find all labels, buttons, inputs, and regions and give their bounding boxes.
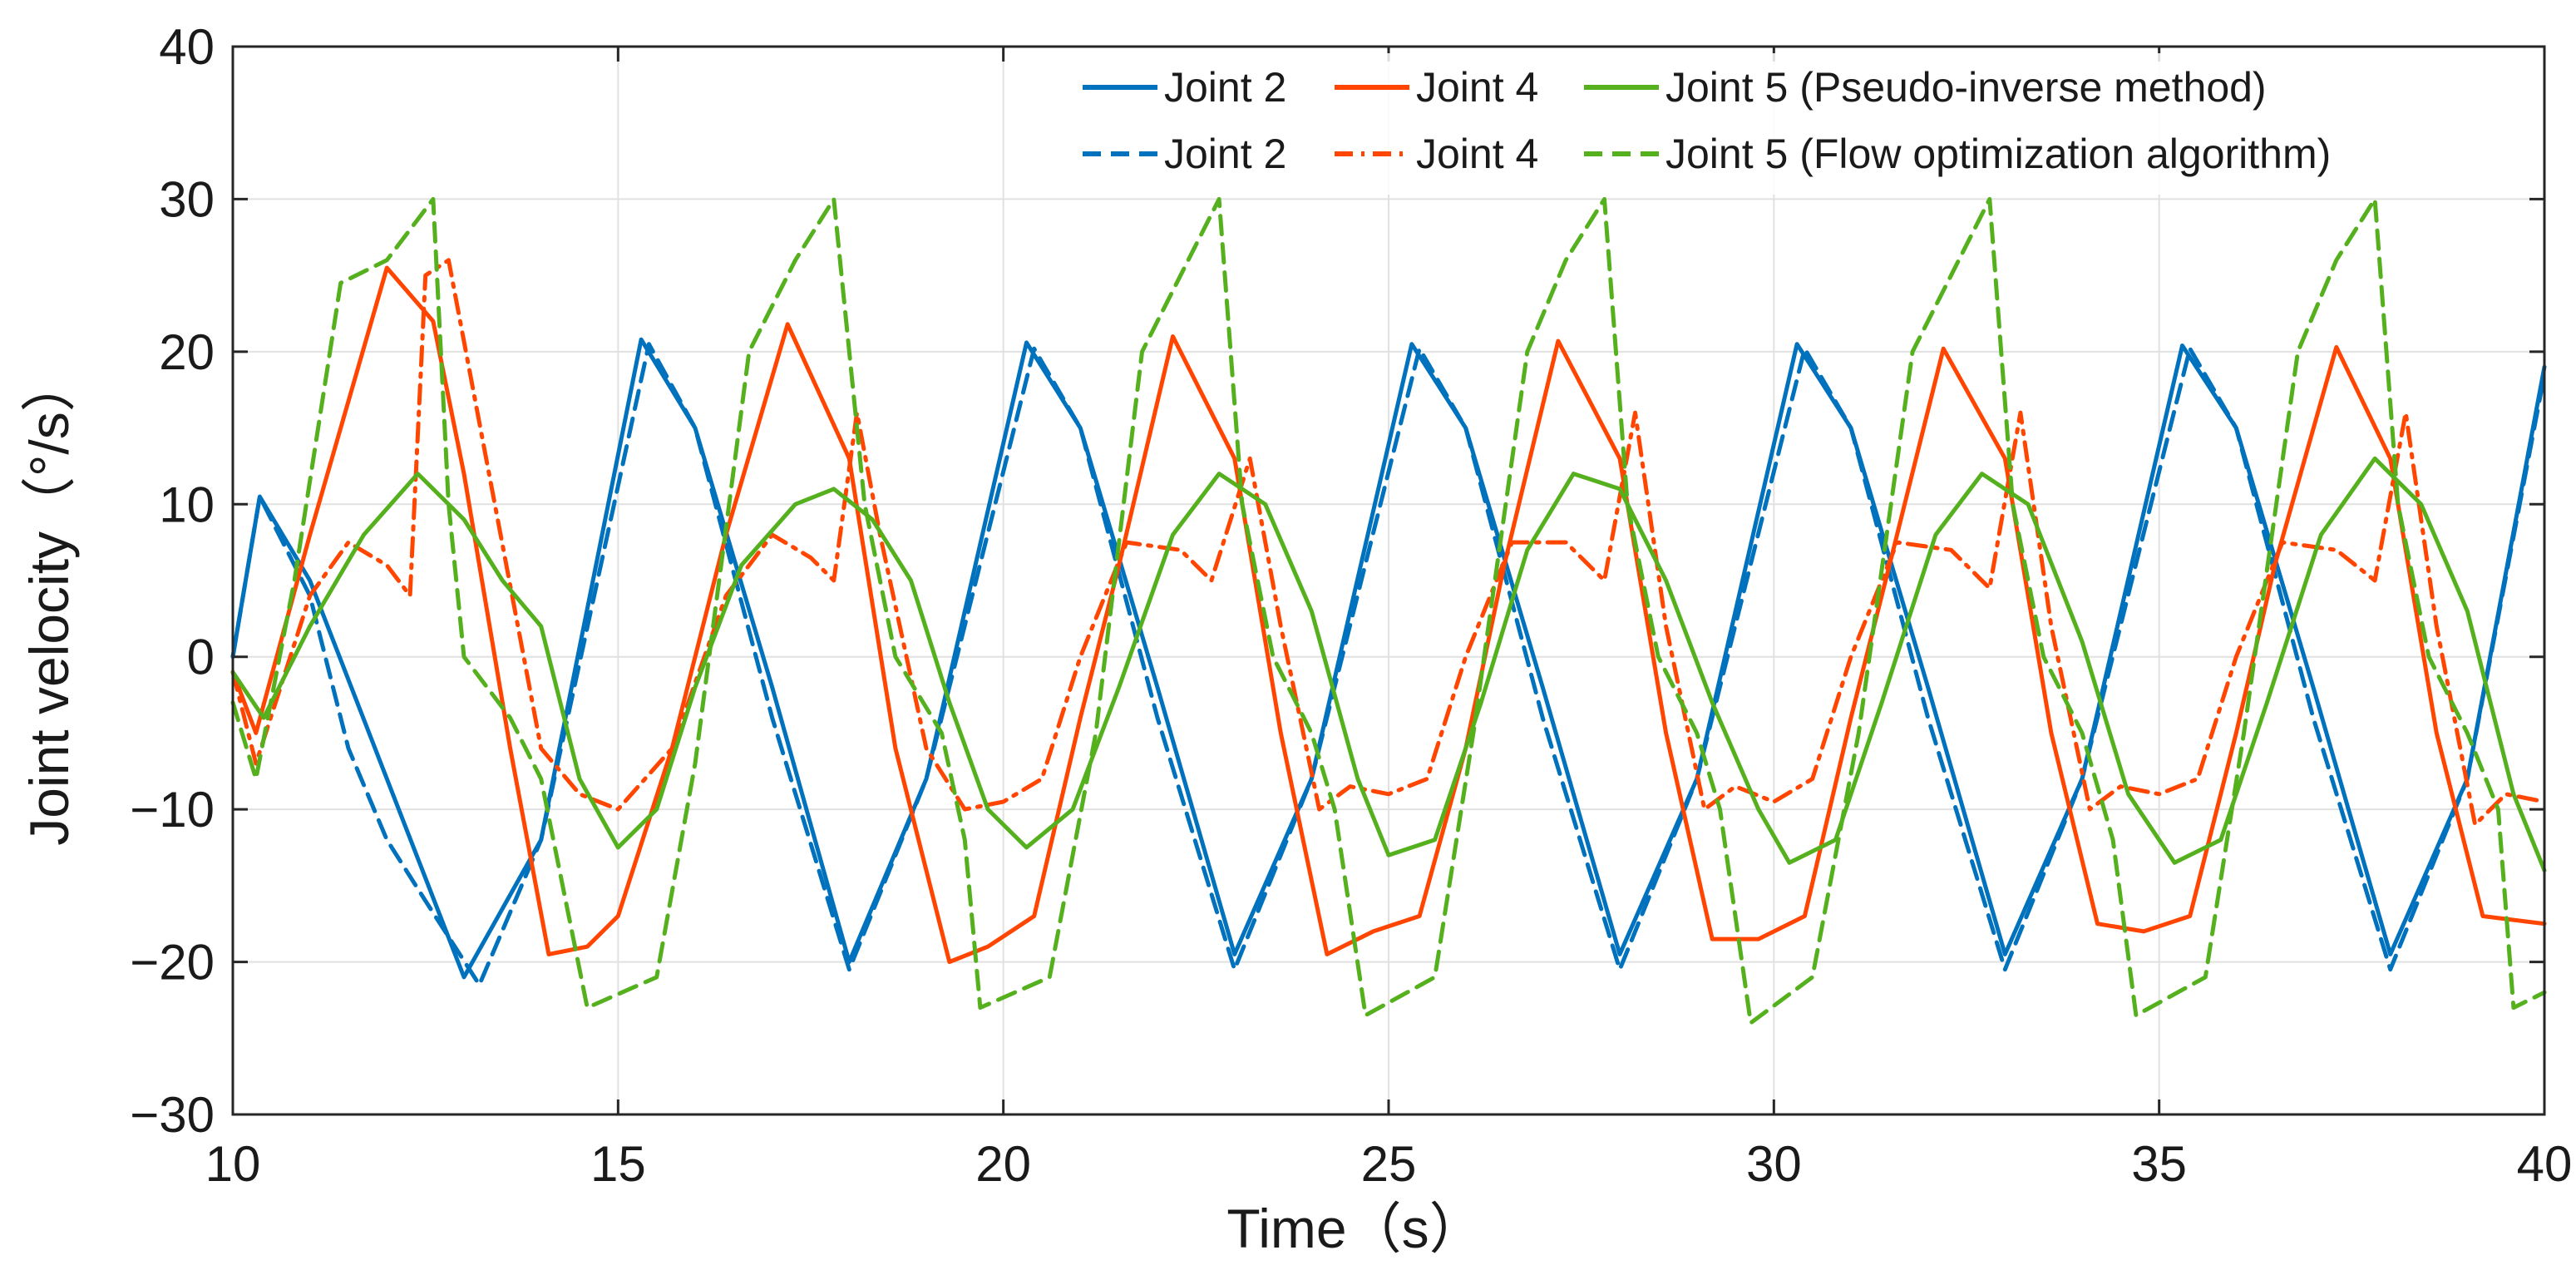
x-tick-label: 10 xyxy=(205,1136,261,1192)
x-axis-title: Time（s） xyxy=(1226,1198,1483,1259)
legend-box xyxy=(1064,53,2478,195)
legend-label-joint5-pseudo-inverse: Joint 5 (Pseudo-inverse method) xyxy=(1666,64,2267,111)
x-tick-label: 35 xyxy=(2131,1136,2187,1192)
legend-label-joint5-flow-optimization: Joint 5 (Flow optimization algorithm) xyxy=(1666,131,2331,177)
y-tick-label: 20 xyxy=(159,324,215,380)
x-tick-label: 40 xyxy=(2517,1136,2573,1192)
legend-label-joint2-solid: Joint 2 xyxy=(1164,64,1286,111)
series-line-joint-5-flow-optimization-algorithm xyxy=(230,196,2547,1025)
data-series xyxy=(230,196,2547,1025)
y-tick-label: 0 xyxy=(187,630,215,685)
series-line-joint-4-flow-optimization-algorithm xyxy=(230,258,2547,827)
x-tick-label: 15 xyxy=(590,1136,646,1192)
series-line-joint-4-pseudo-inverse-method xyxy=(230,265,2547,965)
series-line-joint-5-pseudo-inverse-method xyxy=(230,456,2547,872)
y-tick-label: 30 xyxy=(159,171,215,227)
y-tick-labels: −30 −20 −10 0 10 20 30 40 xyxy=(130,19,215,1143)
x-tick-labels: 10 15 20 25 30 35 40 xyxy=(205,1136,2573,1192)
series-line-joint-2-flow-optimization-algorithm xyxy=(230,342,2547,987)
x-tick-label: 25 xyxy=(1361,1136,1417,1192)
y-tick-label: −10 xyxy=(130,782,215,838)
y-tick-label: −20 xyxy=(130,935,215,991)
y-tick-label: 10 xyxy=(159,477,215,532)
x-tick-label: 20 xyxy=(975,1136,1031,1192)
axis-ticks xyxy=(231,45,2546,1116)
y-axis-title: Joint velocity（°/s） xyxy=(18,357,80,846)
y-tick-label: 40 xyxy=(159,19,215,75)
legend-label-joint4-solid: Joint 4 xyxy=(1416,64,1538,111)
x-tick-label: 30 xyxy=(1746,1136,1802,1192)
y-tick-label: −30 xyxy=(130,1087,215,1143)
legend-label-joint2-dashed: Joint 2 xyxy=(1164,131,1286,177)
legend: Joint 2 Joint 4 Joint 5 (Pseudo-inverse … xyxy=(1064,53,2478,195)
legend-label-joint4-dashdot: Joint 4 xyxy=(1416,131,1538,177)
